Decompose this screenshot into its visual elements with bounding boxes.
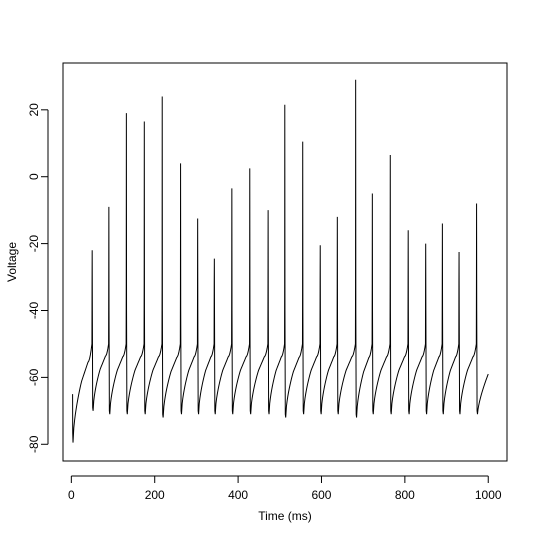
voltage-trace [72, 79, 489, 443]
x-tick-label: 0 [68, 488, 75, 502]
x-tick-label: 1000 [475, 488, 502, 502]
x-tick-label: 200 [145, 488, 165, 502]
x-axis: 0 200 400 600 800 1000 [68, 475, 502, 502]
y-tick-label: -40 [27, 301, 41, 319]
x-tick-label: 400 [228, 488, 248, 502]
y-tick-label: 0 [27, 173, 41, 180]
x-tick-label: 800 [395, 488, 415, 502]
y-axis-label: Voltage [5, 242, 19, 282]
plot-frame [62, 62, 508, 462]
x-tick-label: 600 [311, 488, 331, 502]
y-tick-label: -60 [27, 368, 41, 386]
x-axis-label: Time (ms) [258, 509, 312, 523]
y-axis: -80 -60 -40 -20 0 20 [27, 103, 49, 453]
y-tick-label: 20 [27, 103, 41, 117]
y-tick-label: -80 [27, 435, 41, 453]
y-tick-label: -20 [27, 235, 41, 253]
